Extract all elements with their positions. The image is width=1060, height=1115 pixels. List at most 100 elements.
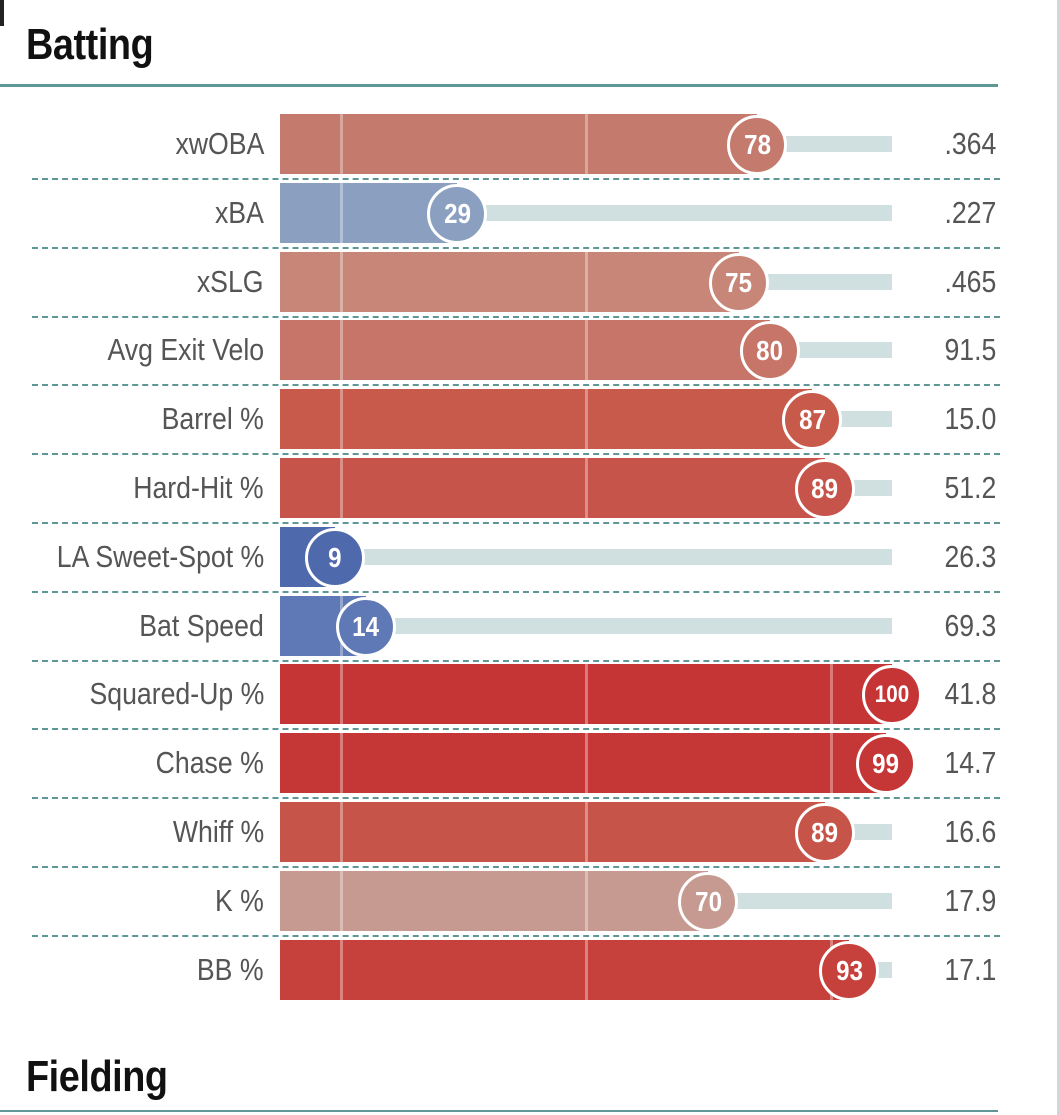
gridline <box>585 871 588 931</box>
gridline <box>340 252 344 312</box>
stat-value: 69.3 <box>944 608 996 643</box>
gridline <box>585 940 588 1000</box>
percentile-value: 75 <box>725 267 753 298</box>
bar-xwoba <box>280 114 758 174</box>
row-divider <box>32 797 1000 799</box>
row-divider <box>32 384 1000 386</box>
chart-row-xwoba: xwOBA 78 .364 <box>0 114 1060 175</box>
chart-row-barrel: Barrel % 87 15.0 <box>0 389 1060 450</box>
bar-chase <box>280 733 886 793</box>
chart-row-bat-speed: Bat Speed 14 69.3 <box>0 596 1060 657</box>
category-label: Squared-Up % <box>89 676 264 711</box>
gridline <box>585 252 588 312</box>
percentile-badge-bat-speed: 14 <box>335 597 396 657</box>
percentile-badge-squared-up: 100 <box>862 665 922 725</box>
row-divider <box>32 453 1000 455</box>
row-divider <box>32 728 1000 730</box>
fielding-section-rule <box>0 1110 998 1112</box>
row-divider <box>32 935 1000 937</box>
category-label: xBA <box>215 195 264 230</box>
right-edge-border <box>1057 0 1060 1115</box>
bar-k <box>280 871 709 931</box>
chart-row-bb: BB % 93 17.1 <box>0 940 1060 1001</box>
gridline <box>340 458 344 518</box>
percentile-value: 89 <box>811 473 839 504</box>
row-divider <box>32 522 1000 524</box>
percentile-badge-whiff: 89 <box>794 803 855 863</box>
bar-whiff <box>280 802 825 862</box>
gridline <box>340 320 344 380</box>
chart-row-k: K % 70 17.9 <box>0 871 1060 932</box>
gridline <box>340 664 344 724</box>
percentile-badge-barrel: 87 <box>782 390 843 450</box>
category-label: K % <box>215 883 264 918</box>
gridline <box>585 664 588 724</box>
percentile-value: 100 <box>874 681 910 708</box>
percentile-badge-xba: 29 <box>427 184 488 244</box>
category-label: Avg Exit Velo <box>107 332 264 367</box>
percentile-value: 80 <box>756 335 783 366</box>
gridline <box>829 664 833 724</box>
bar-squared-up <box>280 664 892 724</box>
stat-value: 41.8 <box>944 676 996 711</box>
fielding-section-title: Fielding <box>26 1052 168 1101</box>
stat-value: .465 <box>944 264 996 299</box>
gridline <box>585 114 588 174</box>
bar-hard-hit <box>280 458 825 518</box>
gridline <box>340 183 344 243</box>
chart-row-whiff: Whiff % 89 16.6 <box>0 802 1060 863</box>
category-label: xSLG <box>197 264 264 299</box>
chart-row-la-sweet-spot: LA Sweet-Spot % 9 26.3 <box>0 527 1060 588</box>
percentile-value: 87 <box>799 404 826 435</box>
percentile-badge-xwoba: 78 <box>727 115 788 175</box>
stat-value: 91.5 <box>944 332 996 367</box>
percentile-value: 93 <box>835 955 863 986</box>
percentile-badge-hard-hit: 89 <box>794 459 855 519</box>
gridline <box>585 458 588 518</box>
stat-value: 26.3 <box>944 539 996 574</box>
gridline <box>340 871 344 931</box>
percentile-badge-chase: 99 <box>855 734 916 794</box>
percentile-value: 78 <box>743 129 771 160</box>
gridline <box>585 320 588 380</box>
percentile-badge-k: 70 <box>678 872 739 932</box>
gridline <box>829 733 833 793</box>
gridline <box>585 802 588 862</box>
gridline <box>340 940 344 1000</box>
row-divider <box>32 247 1000 249</box>
percentile-value: 99 <box>872 748 900 779</box>
stat-value: 15.0 <box>944 401 996 436</box>
corner-mark <box>0 0 4 26</box>
bar-barrel <box>280 389 813 449</box>
gridline <box>585 733 588 793</box>
gridline <box>340 114 344 174</box>
percentile-value: 89 <box>811 817 839 848</box>
stat-value: 14.7 <box>944 745 996 780</box>
stat-value: 51.2 <box>944 470 996 505</box>
percentile-value: 14 <box>352 611 380 642</box>
chart-row-squared-up: Squared-Up % 100 41.8 <box>0 664 1060 725</box>
row-divider <box>32 866 1000 868</box>
row-divider <box>32 660 1000 662</box>
category-label: Bat Speed <box>139 608 264 643</box>
percentile-badge-bb: 93 <box>819 941 880 1001</box>
percentile-value: 29 <box>444 198 471 229</box>
category-label: Barrel % <box>161 401 264 436</box>
bar-track <box>280 549 892 565</box>
stat-value: 17.9 <box>944 883 996 918</box>
category-label: xwOBA <box>175 126 264 161</box>
percentile-value: 9 <box>328 542 342 573</box>
stat-value: 16.6 <box>944 814 996 849</box>
stat-value: 17.1 <box>944 952 996 987</box>
percentile-badge-xslg: 75 <box>709 253 769 313</box>
category-label: LA Sweet-Spot % <box>56 539 264 574</box>
chart-row-xba: xBA 29 .227 <box>0 183 1060 244</box>
category-label: Chase % <box>155 745 264 780</box>
bar-xslg <box>280 252 739 312</box>
bar-track <box>280 618 892 634</box>
percentile-value: 70 <box>694 886 722 917</box>
bar-bb <box>280 940 850 1000</box>
stat-value: .364 <box>944 126 996 161</box>
batting-section-title: Batting <box>26 20 154 69</box>
chart-row-hard-hit: Hard-Hit % 89 51.2 <box>0 458 1060 519</box>
